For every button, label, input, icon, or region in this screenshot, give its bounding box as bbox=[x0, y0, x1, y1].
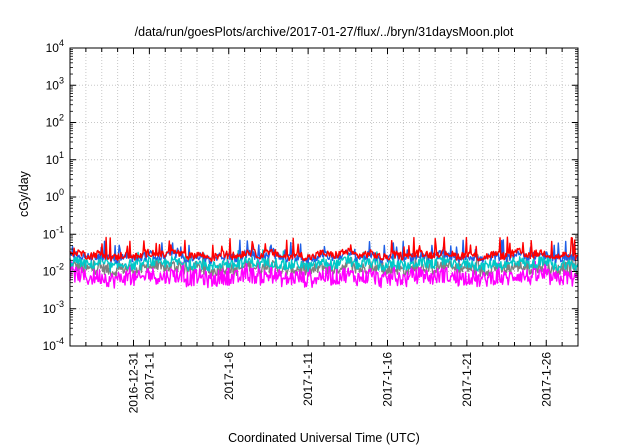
y-tick-mantissa: 10 bbox=[43, 265, 57, 279]
x-tick-label: 2017-1-11 bbox=[301, 352, 315, 406]
y-tick-exponent: 3 bbox=[59, 75, 64, 85]
y-tick-exponent: 0 bbox=[59, 187, 64, 197]
x-tick-label: 2016-12-31 bbox=[127, 352, 141, 414]
x-tick-label: 2017-1-1 bbox=[142, 352, 156, 400]
y-tick-exponent: 4 bbox=[59, 38, 64, 48]
chart-title: /data/run/goesPlots/archive/2017-01-27/f… bbox=[135, 25, 514, 39]
y-tick-mantissa: 10 bbox=[46, 41, 60, 55]
y-tick-exponent: -3 bbox=[56, 299, 64, 309]
y-tick-exponent: 1 bbox=[59, 150, 64, 160]
series-line bbox=[69, 248, 579, 272]
y-tick-label: 10-3 bbox=[43, 299, 64, 316]
y-tick-label: 104 bbox=[46, 38, 64, 55]
y-tick-exponent: 2 bbox=[59, 113, 64, 123]
y-tick-exponent: -1 bbox=[56, 224, 64, 234]
y-tick-mantissa: 10 bbox=[46, 153, 60, 167]
y-tick-mantissa: 10 bbox=[43, 302, 57, 316]
series-line bbox=[69, 259, 579, 289]
series-line bbox=[69, 253, 579, 278]
y-axis-label: cGy/day bbox=[17, 170, 31, 217]
y-tick-exponent: -2 bbox=[56, 262, 64, 272]
y-tick-label: 100 bbox=[46, 187, 64, 204]
x-axis-label: Coordinated Universal Time (UTC) bbox=[228, 431, 420, 445]
x-tick-label: 2017-1-6 bbox=[222, 352, 236, 400]
y-tick-mantissa: 10 bbox=[46, 78, 60, 92]
grid-lines bbox=[70, 48, 578, 346]
y-tick-exponent: -4 bbox=[56, 336, 64, 346]
series-lines bbox=[69, 236, 579, 289]
y-tick-label: 101 bbox=[46, 150, 64, 167]
y-tick-label: 10-4 bbox=[43, 336, 64, 353]
tick-marks bbox=[70, 47, 578, 347]
x-tick-label: 2017-1-16 bbox=[381, 352, 395, 407]
y-tick-label: 103 bbox=[46, 75, 64, 92]
x-tick-label: 2017-1-21 bbox=[460, 352, 474, 407]
y-tick-mantissa: 10 bbox=[43, 339, 57, 353]
y-tick-mantissa: 10 bbox=[46, 190, 60, 204]
x-tick-label: 2017-1-26 bbox=[539, 352, 553, 407]
y-tick-label: 10-2 bbox=[43, 262, 64, 279]
y-tick-label: 102 bbox=[46, 113, 64, 130]
x-tick-labels: 2016-12-31 2017-1-1 2017-1-6 2017-1-11 2017-… bbox=[127, 352, 554, 414]
y-tick-label: 10-1 bbox=[43, 224, 64, 241]
plot-frame bbox=[69, 47, 579, 347]
y-tick-mantissa: 10 bbox=[46, 116, 60, 130]
series-line bbox=[69, 236, 579, 262]
y-tick-mantissa: 10 bbox=[43, 227, 57, 241]
